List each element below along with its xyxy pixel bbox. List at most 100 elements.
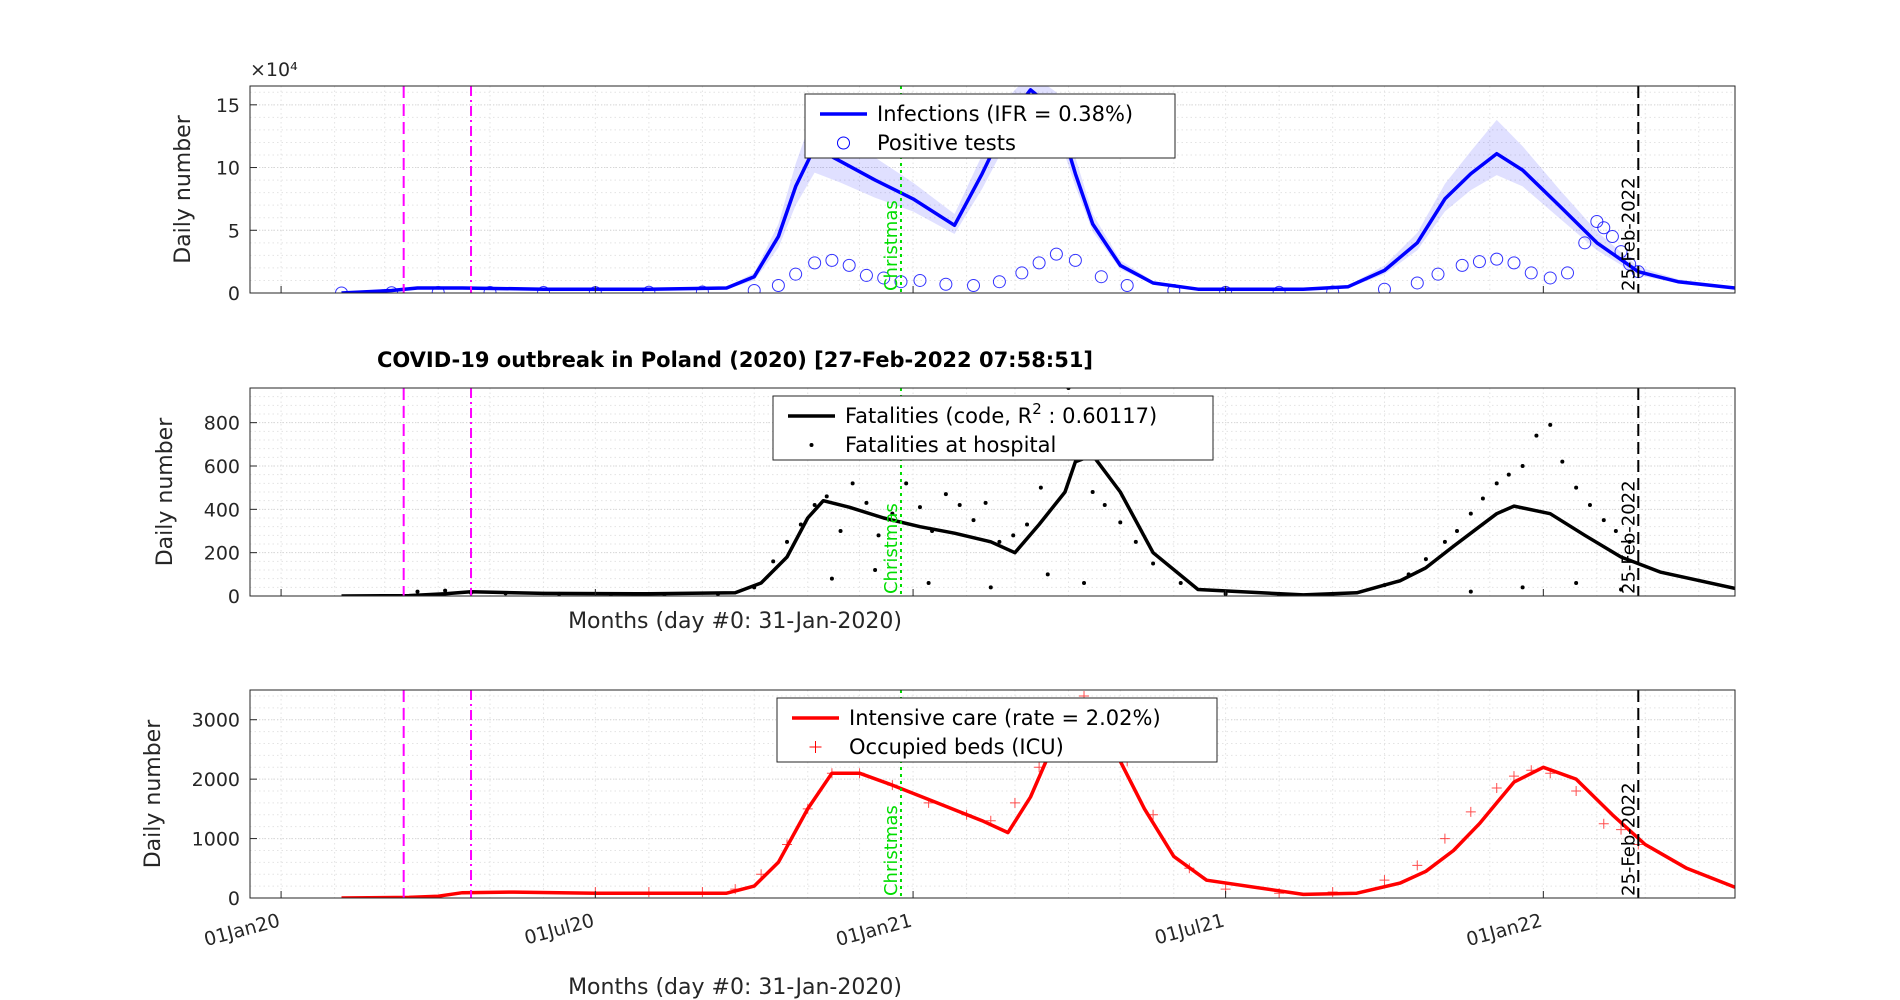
data-point	[1167, 283, 1181, 293]
axes-box	[249, 387, 1736, 597]
legend-entry: Intensive care (rate = 2.02%)	[849, 706, 1161, 730]
y-tick-label: 600	[204, 456, 240, 478]
data-point	[756, 869, 767, 880]
data-point	[808, 256, 822, 270]
data-point	[876, 533, 881, 538]
panel-fatalities: Christmas 25-Feb-2022 0 200 400 600 800 Daily n…	[153, 387, 1736, 608]
legend-entry: Infections (IFR = 0.38%)	[877, 102, 1133, 126]
legend-box	[772, 395, 1214, 461]
legend: Intensive care (rate = 2.02%) Occupied be…	[776, 697, 1218, 763]
data-point	[1490, 252, 1504, 266]
data-point	[1068, 253, 1082, 267]
data-point	[1526, 765, 1537, 776]
data-point	[1601, 518, 1606, 523]
data-point	[1009, 797, 1020, 808]
data-point	[930, 529, 935, 533]
data-point	[1597, 221, 1611, 235]
data-point	[1508, 771, 1519, 782]
data-point	[939, 277, 953, 291]
data-point	[824, 494, 829, 499]
data-point	[642, 285, 656, 293]
legend: Infections (IFR = 0.38%) Positive tests	[804, 93, 1176, 159]
today-label: 25-Feb-2022	[1618, 480, 1639, 594]
y-tick-label: 0	[228, 586, 240, 608]
y-tick-label: 400	[204, 499, 240, 521]
y-axis-label: Daily number	[141, 719, 166, 868]
data-point	[1423, 557, 1428, 562]
data-point	[1627, 539, 1632, 544]
data-point	[1382, 583, 1387, 588]
y-tick-label: 5	[228, 220, 240, 242]
legend-entry: Fatalities at hospital	[845, 433, 1056, 457]
legend-entry: Positive tests	[877, 131, 1016, 155]
data-point	[1011, 533, 1016, 538]
data-point	[1379, 875, 1390, 886]
data-point	[1431, 267, 1445, 281]
data-point	[715, 591, 720, 596]
panel-infections: Christmas 25-Feb-2022 0 5 10 15 Daily number ×1…	[171, 59, 1736, 305]
data-point	[1151, 561, 1156, 566]
x-tick-label: 01Jan21	[834, 910, 915, 951]
data-point	[1455, 258, 1469, 272]
data-point	[537, 285, 551, 293]
data-point	[1015, 266, 1029, 280]
legend-swatch	[837, 136, 850, 150]
data-point	[1468, 511, 1473, 516]
data-point	[1520, 464, 1525, 468]
data-point	[557, 591, 562, 596]
data-point	[904, 481, 909, 486]
panel2-xlabel: Months (day #0: 31-Jan-2020)	[568, 609, 902, 634]
y-axis-label: Daily number	[153, 417, 178, 566]
data-point	[1439, 833, 1450, 844]
data-point	[1442, 539, 1447, 544]
data-point	[798, 522, 803, 527]
data-point	[785, 539, 790, 544]
data-point	[1133, 539, 1138, 544]
today-label: 25-Feb-2022	[1618, 782, 1639, 896]
data-point	[1120, 278, 1134, 292]
data-point	[483, 285, 497, 293]
data-point	[1082, 581, 1087, 585]
data-point	[854, 768, 865, 779]
data-point	[1184, 863, 1195, 874]
data-point	[1090, 490, 1095, 494]
data-point	[971, 518, 976, 523]
data-point	[1598, 818, 1609, 829]
data-point	[1578, 236, 1592, 250]
data-point	[890, 511, 895, 516]
data-point	[1543, 271, 1557, 285]
data-point	[988, 585, 993, 590]
data-point	[1561, 266, 1575, 280]
data-point	[643, 887, 654, 898]
data-point	[997, 539, 1002, 544]
data-point	[1032, 256, 1046, 270]
data-point	[1480, 496, 1485, 501]
data-point	[1049, 247, 1063, 261]
data-point	[992, 275, 1006, 289]
data-point	[1524, 266, 1538, 280]
figure-xlabel: Months (day #0: 31-Jan-2020)	[568, 975, 902, 1000]
data-point	[1619, 587, 1624, 592]
data-point	[917, 505, 922, 510]
x-tick-label: 01Jan22	[1464, 910, 1545, 951]
data-point	[1507, 256, 1521, 270]
data-point	[957, 503, 962, 507]
data-point	[608, 592, 613, 596]
data-point	[1465, 806, 1476, 817]
y-tick-label: 3000	[192, 710, 240, 732]
legend-swatch	[809, 443, 814, 447]
data-point	[335, 286, 349, 293]
data-point	[850, 481, 855, 486]
data-point	[1377, 282, 1391, 293]
data-point	[1330, 591, 1335, 596]
data-point	[826, 768, 837, 779]
data-point	[1406, 572, 1411, 577]
data-point	[1412, 860, 1423, 871]
data-point	[1045, 572, 1050, 577]
data-point	[1038, 485, 1043, 490]
data-point	[961, 809, 972, 820]
data-point	[752, 585, 757, 590]
data-point	[985, 815, 996, 826]
y-tick-label: 0	[228, 283, 240, 305]
